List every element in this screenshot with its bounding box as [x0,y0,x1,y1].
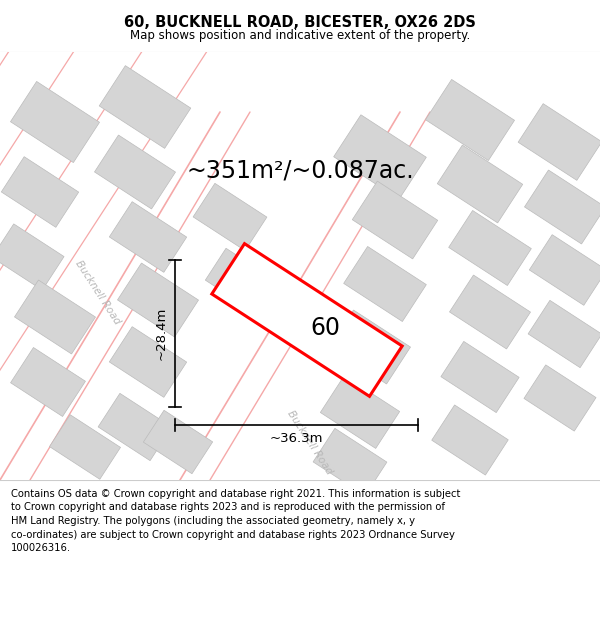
Polygon shape [14,280,95,354]
Polygon shape [529,234,600,306]
Polygon shape [518,104,600,181]
Polygon shape [313,428,387,496]
Text: Bucknell Road: Bucknell Road [74,258,122,326]
Polygon shape [449,275,530,349]
Polygon shape [352,181,438,259]
Polygon shape [437,145,523,223]
Polygon shape [143,410,212,474]
Text: 60, BUCKNELL ROAD, BICESTER, OX26 2DS: 60, BUCKNELL ROAD, BICESTER, OX26 2DS [124,14,476,29]
Polygon shape [109,202,187,272]
Text: ~351m²/~0.087ac.: ~351m²/~0.087ac. [186,158,414,182]
Text: 60: 60 [310,316,340,340]
Polygon shape [524,170,600,244]
Text: Map shows position and indicative extent of the property.: Map shows position and indicative extent… [130,29,470,42]
Polygon shape [425,79,515,161]
Polygon shape [0,224,64,290]
Polygon shape [441,341,519,412]
Polygon shape [11,348,85,416]
Polygon shape [528,301,600,368]
Polygon shape [49,415,121,479]
Polygon shape [334,115,427,199]
Polygon shape [10,81,100,162]
Polygon shape [212,244,402,396]
Polygon shape [98,393,172,461]
Polygon shape [95,135,175,209]
Text: Contains OS data © Crown copyright and database right 2021. This information is : Contains OS data © Crown copyright and d… [11,489,460,553]
Polygon shape [193,183,267,251]
Polygon shape [432,405,508,475]
Polygon shape [109,327,187,398]
Text: ~36.3m: ~36.3m [270,432,323,446]
Polygon shape [99,66,191,148]
Polygon shape [1,157,79,228]
Polygon shape [344,246,427,321]
Polygon shape [449,211,532,286]
Polygon shape [205,248,275,312]
Text: ~28.4m: ~28.4m [155,307,167,360]
Polygon shape [524,365,596,431]
Text: Bucknell Road: Bucknell Road [286,408,334,476]
Polygon shape [118,263,199,337]
Polygon shape [329,310,410,384]
Polygon shape [320,376,400,448]
